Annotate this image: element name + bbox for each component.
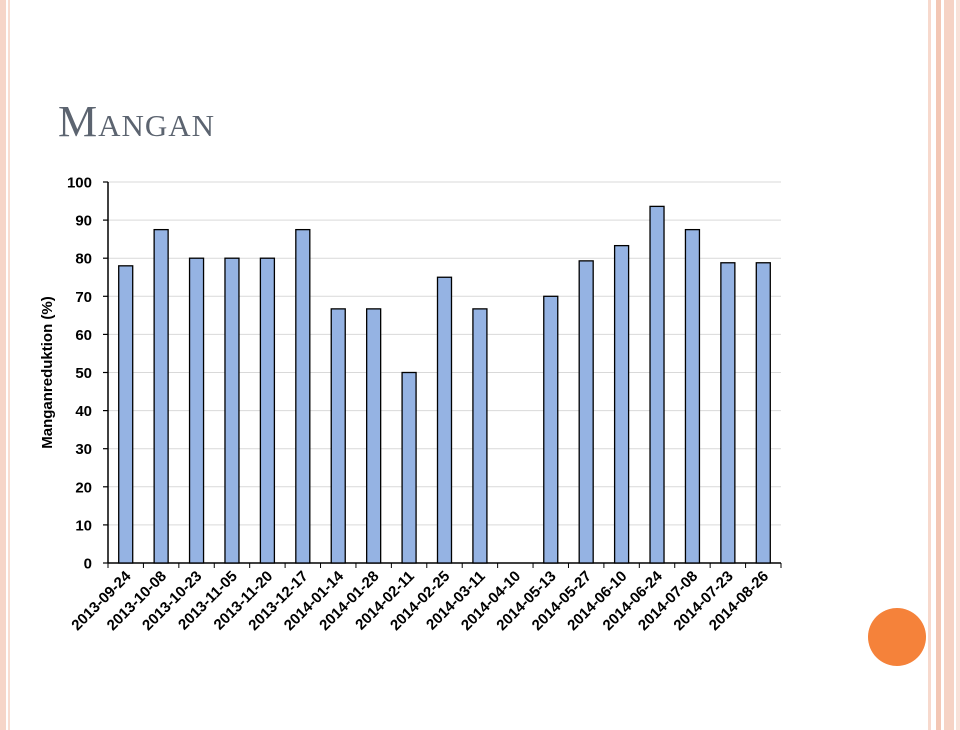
y-tick-label: 80 xyxy=(75,251,92,268)
bar xyxy=(649,205,665,564)
slide-border-left xyxy=(0,0,10,730)
y-tick-label: 30 xyxy=(75,441,92,458)
bar xyxy=(153,228,169,564)
decorative-circle xyxy=(868,608,926,666)
bar xyxy=(684,228,701,564)
y-axis-label: Manganreduktion (%) xyxy=(39,296,56,449)
y-tick-label: 60 xyxy=(75,327,92,344)
y-tick-label: 10 xyxy=(75,517,92,534)
y-tick-label: 90 xyxy=(75,213,92,230)
bar xyxy=(401,371,417,564)
bar xyxy=(436,276,453,564)
bar xyxy=(118,265,134,564)
y-tick-label: 100 xyxy=(67,175,92,192)
bar xyxy=(330,308,346,564)
y-tick-label: 70 xyxy=(75,289,92,306)
bar xyxy=(578,260,594,564)
slide-title: Mangan xyxy=(58,97,216,146)
bar xyxy=(188,257,205,564)
bar xyxy=(366,308,382,564)
bar xyxy=(259,257,276,564)
slide-border-right xyxy=(928,0,960,730)
bar xyxy=(224,257,240,564)
bar xyxy=(472,308,488,564)
bar xyxy=(720,262,736,564)
y-tick-label: 50 xyxy=(75,365,92,382)
bar xyxy=(543,295,559,564)
bar xyxy=(755,262,771,564)
bar xyxy=(613,244,630,564)
y-tick-label: 20 xyxy=(75,479,92,496)
bar xyxy=(295,228,311,564)
y-tick-label: 40 xyxy=(75,403,92,420)
y-tick-label: 0 xyxy=(84,556,92,573)
